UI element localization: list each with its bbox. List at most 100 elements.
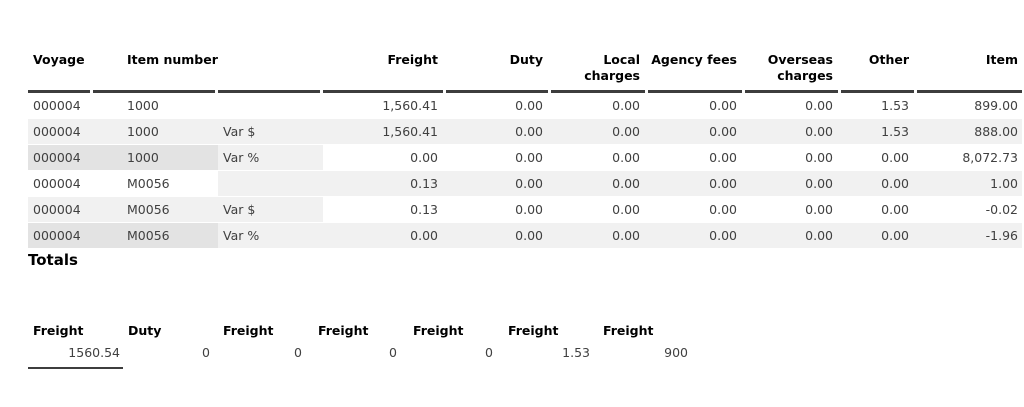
cell-overseas-charges: 0.00 <box>805 228 833 243</box>
cell-item-number: M0056 <box>127 202 170 217</box>
row-stripe <box>218 119 323 144</box>
cell-agency-fees: 0.00 <box>709 124 737 139</box>
cell-item-number: M0056 <box>127 228 170 243</box>
cell-voyage: 000004 <box>33 202 81 217</box>
row-stripe <box>323 223 1022 248</box>
totals-value: 0 <box>202 345 210 360</box>
cell-voyage: 000004 <box>33 150 81 165</box>
column-header-local-charges: Local charges <box>584 52 640 83</box>
column-header-overseas-charges: Overseas charges <box>767 52 833 83</box>
column-header-duty: Duty <box>509 52 543 67</box>
cell-duty: 0.00 <box>515 176 543 191</box>
cell-item-number: M0056 <box>127 176 170 191</box>
header-rule <box>323 90 443 93</box>
cell-freight: 0.00 <box>410 228 438 243</box>
header-rule <box>93 90 215 93</box>
cell-item: -0.02 <box>985 202 1018 217</box>
totals-value: 1.53 <box>562 345 590 360</box>
cell-local-charges: 0.00 <box>612 98 640 113</box>
row-stripe <box>218 223 323 248</box>
cell-duty: 0.00 <box>515 228 543 243</box>
column-header-freight: Freight <box>387 52 439 67</box>
cell-local-charges: 0.00 <box>612 124 640 139</box>
cell-variance-type: Var $ <box>223 202 256 217</box>
cell-variance-type: Var % <box>223 228 260 243</box>
header-rule <box>745 90 838 93</box>
cell-item-number: 1000 <box>127 98 159 113</box>
totals-column-header: Freight <box>413 323 464 338</box>
totals-column-header: Freight <box>318 323 369 338</box>
cell-other: 0.00 <box>881 150 909 165</box>
cell-duty: 0.00 <box>515 98 543 113</box>
cell-duty: 0.00 <box>515 124 543 139</box>
cell-overseas-charges: 0.00 <box>805 124 833 139</box>
row-stripe <box>28 145 218 170</box>
header-rule <box>446 90 548 93</box>
cell-local-charges: 0.00 <box>612 228 640 243</box>
totals-column-header: Freight <box>508 323 559 338</box>
cell-item-number: 1000 <box>127 124 159 139</box>
column-header-item: Item <box>985 52 1018 67</box>
cell-other: 0.00 <box>881 176 909 191</box>
row-stripe <box>323 171 1022 196</box>
cell-overseas-charges: 0.00 <box>805 98 833 113</box>
row-stripe <box>218 197 323 222</box>
row-stripe <box>218 145 323 170</box>
cell-agency-fees: 0.00 <box>709 150 737 165</box>
column-header-voyage: Voyage <box>33 52 85 67</box>
totals-column-header: Freight <box>603 323 654 338</box>
totals-value: 0 <box>389 345 397 360</box>
cell-other: 0.00 <box>881 202 909 217</box>
cell-freight: 1,560.41 <box>382 98 438 113</box>
cell-overseas-charges: 0.00 <box>805 150 833 165</box>
cell-item: 1.00 <box>990 176 1018 191</box>
cell-local-charges: 0.00 <box>612 202 640 217</box>
cell-local-charges: 0.00 <box>612 176 640 191</box>
cell-freight: 0.00 <box>410 150 438 165</box>
header-rule <box>648 90 742 93</box>
totals-column-header: Duty <box>128 323 162 338</box>
totals-value: 0 <box>485 345 493 360</box>
cell-local-charges: 0.00 <box>612 150 640 165</box>
cell-freight: 1,560.41 <box>382 124 438 139</box>
header-rule <box>551 90 645 93</box>
totals-underline <box>28 367 123 369</box>
cell-item: 899.00 <box>974 98 1018 113</box>
row-stripe <box>28 119 218 144</box>
cell-agency-fees: 0.00 <box>709 202 737 217</box>
cell-item: 888.00 <box>974 124 1018 139</box>
row-stripe <box>28 223 218 248</box>
header-rule <box>841 90 914 93</box>
cell-agency-fees: 0.00 <box>709 176 737 191</box>
row-stripe <box>218 171 323 196</box>
cell-item-number: 1000 <box>127 150 159 165</box>
cell-overseas-charges: 0.00 <box>805 176 833 191</box>
totals-value: 1560.54 <box>68 345 120 360</box>
totals-value: 0 <box>294 345 302 360</box>
cell-overseas-charges: 0.00 <box>805 202 833 217</box>
cell-item: 8,072.73 <box>962 150 1018 165</box>
cell-duty: 0.00 <box>515 150 543 165</box>
cell-freight: 0.13 <box>410 176 438 191</box>
column-header-other: Other <box>868 52 909 67</box>
cell-other: 0.00 <box>881 228 909 243</box>
totals-heading: Totals <box>28 251 78 269</box>
cell-variance-type: Var % <box>223 150 260 165</box>
totals-column-header: Freight <box>223 323 274 338</box>
cell-variance-type: Var $ <box>223 124 256 139</box>
cell-item: -1.96 <box>985 228 1018 243</box>
cell-voyage: 000004 <box>33 176 81 191</box>
cell-other: 1.53 <box>881 124 909 139</box>
cell-duty: 0.00 <box>515 202 543 217</box>
column-header-item-number: Item number <box>127 52 218 67</box>
row-stripe <box>323 119 1022 144</box>
cell-agency-fees: 0.00 <box>709 98 737 113</box>
cell-voyage: 000004 <box>33 124 81 139</box>
header-rule <box>917 90 1022 93</box>
header-rule <box>218 90 320 93</box>
cell-voyage: 000004 <box>33 98 81 113</box>
cell-other: 1.53 <box>881 98 909 113</box>
cell-freight: 0.13 <box>410 202 438 217</box>
totals-column-header: Freight <box>33 323 84 338</box>
